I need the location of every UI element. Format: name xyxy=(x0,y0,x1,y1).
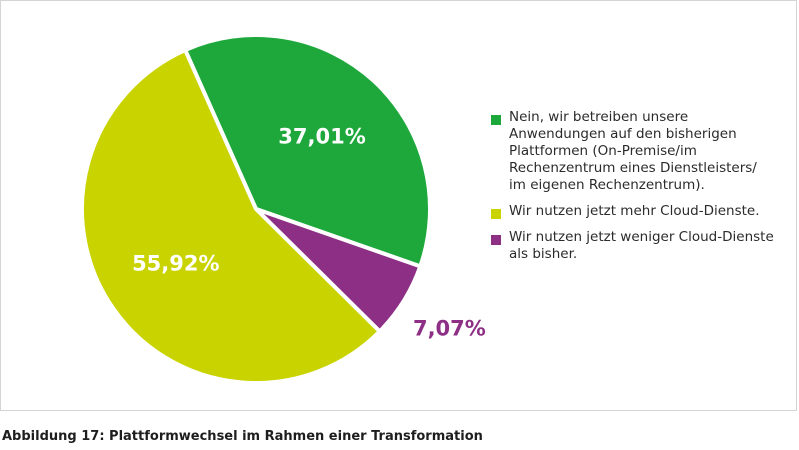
pie-chart: 37,01% 55,92% 7,07% xyxy=(80,33,486,385)
legend-line: Wir nutzen jetzt weniger Cloud-Dienste xyxy=(509,229,774,245)
legend-swatch-yellow xyxy=(491,209,501,219)
data-label-unchanged: 37,01% xyxy=(278,124,365,148)
legend-swatch-purple xyxy=(491,235,501,245)
legend-line: Anwendungen auf den bisherigen xyxy=(509,126,737,142)
legend-line: Nein, wir betreiben unsere xyxy=(509,109,689,125)
legend-swatch-green xyxy=(491,115,501,125)
legend-line: Rechenzentrum eines Dienstleisters/ xyxy=(509,160,757,176)
legend-label-more-cloud: Wir nutzen jetzt mehr Cloud-Dienste. xyxy=(509,203,791,220)
legend-line: Wir nutzen jetzt mehr Cloud-Dienste. xyxy=(509,203,760,219)
pie-slice-unchanged xyxy=(183,33,432,269)
legend-label-unchanged: Nein, wir betreiben unsere Anwendungen a… xyxy=(509,109,791,194)
data-label-more-cloud: 55,92% xyxy=(132,251,219,275)
data-label-less-cloud: 7,07% xyxy=(413,317,486,341)
chart-frame: 37,01% 55,92% 7,07% Nein, wir betreiben un… xyxy=(0,0,797,411)
legend-line: im eigenen Rechenzentrum). xyxy=(509,177,705,193)
legend-item-more-cloud: Wir nutzen jetzt mehr Cloud-Dienste. xyxy=(491,203,791,220)
legend-item-unchanged: Nein, wir betreiben unsere Anwendungen a… xyxy=(491,109,791,194)
pie-slice-more-cloud xyxy=(80,48,382,385)
legend-line: Plattformen (On-Premise/im xyxy=(509,143,697,159)
legend-item-less-cloud: Wir nutzen jetzt weniger Cloud-Dienste a… xyxy=(491,229,791,263)
legend: Nein, wir betreiben unsere Anwendungen a… xyxy=(491,109,791,272)
legend-label-less-cloud: Wir nutzen jetzt weniger Cloud-Dienste a… xyxy=(509,229,791,263)
figure-caption: Abbildung 17: Plattformwechsel im Rahmen… xyxy=(2,429,483,444)
legend-line: als bisher. xyxy=(509,246,578,262)
